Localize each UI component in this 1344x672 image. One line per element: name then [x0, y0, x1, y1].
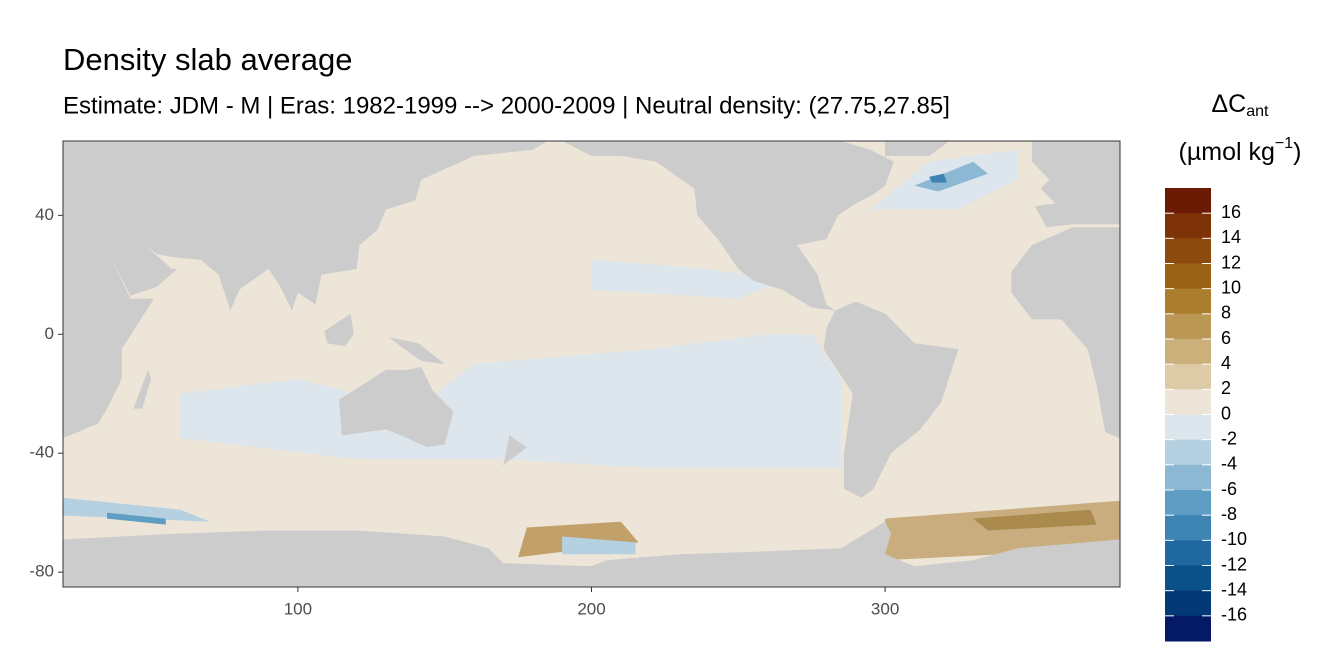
- land: [494, 435, 527, 471]
- color-bin: [1165, 364, 1211, 390]
- color-bin: [1165, 188, 1211, 214]
- map: [63, 141, 1120, 587]
- ocean-region: [63, 497, 210, 522]
- land: [1011, 227, 1120, 439]
- color-bin: [1165, 464, 1211, 491]
- legend-title-sub: ant: [1246, 103, 1269, 120]
- legend-label: -16: [1221, 605, 1247, 625]
- legend-label: 12: [1221, 252, 1241, 272]
- land: [324, 313, 354, 347]
- legend-label: 6: [1221, 328, 1231, 348]
- land: [1031, 141, 1120, 228]
- color-bin: [1165, 565, 1211, 592]
- legend-label: 14: [1221, 227, 1241, 247]
- color-bin: [1165, 238, 1211, 264]
- land: [388, 337, 445, 364]
- land: [63, 141, 548, 332]
- color-bin: [1165, 590, 1211, 617]
- land: [823, 301, 959, 498]
- land: [339, 367, 454, 448]
- legend-unit-close: ): [1293, 138, 1301, 166]
- legend-label: 2: [1221, 378, 1231, 398]
- x-tick-label: 200: [577, 599, 605, 618]
- chart-title: Density slab average: [63, 42, 353, 77]
- color-bin: [1165, 414, 1211, 441]
- legend-unit-sup: −1: [1275, 135, 1293, 152]
- color-bin: [1165, 615, 1211, 642]
- color-bin: [1165, 213, 1211, 239]
- y-tick-label: -40: [29, 443, 54, 462]
- land: [133, 369, 152, 409]
- color-bin: [1165, 339, 1211, 365]
- color-bin: [1165, 439, 1211, 466]
- land: [63, 224, 154, 439]
- ocean-region: [914, 161, 988, 192]
- color-bin: [1165, 263, 1211, 290]
- legend-unit-main: (µmol kg: [1179, 138, 1275, 166]
- land: [885, 141, 950, 156]
- legend-label: -2: [1221, 428, 1237, 448]
- legend-label: -12: [1221, 554, 1247, 574]
- legend-label: 10: [1221, 277, 1241, 297]
- color-bin: [1165, 288, 1211, 315]
- ocean-region: [973, 509, 1097, 531]
- x-tick-label: 300: [871, 599, 899, 618]
- legend-label: 16: [1221, 202, 1241, 222]
- land: [562, 141, 894, 311]
- legend-title: ΔCant: [1211, 90, 1269, 121]
- legend-label: -8: [1221, 504, 1237, 524]
- ocean-region: [107, 512, 166, 525]
- color-bin: [1165, 540, 1211, 566]
- legend-label: -14: [1221, 579, 1247, 599]
- color-bin: [1165, 490, 1211, 516]
- color-bin: [1165, 515, 1211, 541]
- legend-label: 0: [1221, 403, 1231, 423]
- y-tick-label: 0: [45, 324, 54, 343]
- legend-unit: (µmol kg−1): [1179, 135, 1302, 165]
- legend-label: -6: [1221, 479, 1237, 499]
- land: [63, 521, 1120, 587]
- legend-title-main: ΔC: [1211, 90, 1246, 118]
- y-tick-label: -80: [29, 562, 54, 581]
- ocean-region: [562, 536, 636, 555]
- legend-label: 4: [1221, 353, 1231, 373]
- color-bin: [1165, 389, 1211, 415]
- y-tick-label: 40: [35, 205, 54, 224]
- legend-label: -10: [1221, 529, 1247, 549]
- ocean-region: [591, 259, 783, 299]
- color-bin: [1165, 313, 1211, 340]
- ocean-region: [929, 173, 947, 183]
- legend-label: -4: [1221, 454, 1237, 474]
- legend-label: 8: [1221, 303, 1231, 323]
- x-tick-label: 100: [284, 599, 312, 618]
- chart-subtitle: Estimate: JDM - M | Eras: 1982-1999 --> …: [63, 92, 950, 119]
